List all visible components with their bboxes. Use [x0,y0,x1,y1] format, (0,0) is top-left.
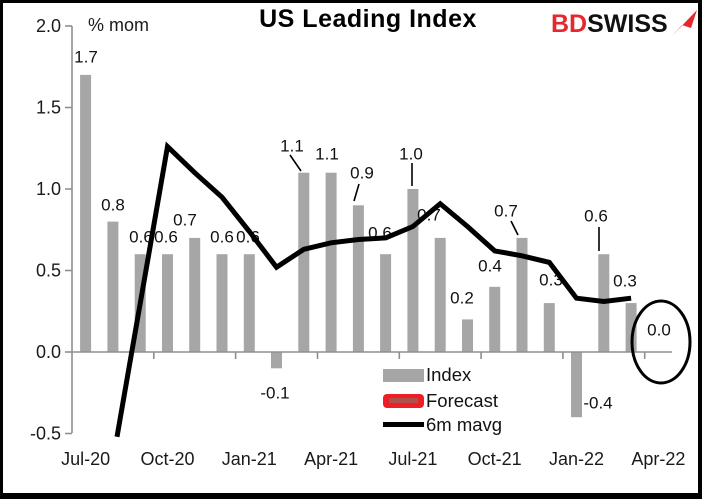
x-tick-label: Apr-21 [304,449,358,469]
swiss-flag-arrow-icon [671,9,697,36]
legend-label-index: Index [426,364,472,385]
index-bar [462,319,473,352]
index-bar [216,254,228,352]
value-label: 0.4 [478,257,502,276]
y-tick-label: 0.0 [36,342,61,362]
index-bar [325,172,337,352]
index-bar [189,237,201,352]
value-label: 0.6 [210,228,234,247]
index-bar [107,221,119,352]
value-label: 1.0 [399,145,423,164]
index-bar [352,205,364,352]
index-bar [434,237,446,352]
x-tick-label: Jul-20 [61,449,110,469]
value-label: 0.3 [613,272,637,291]
index-bar [243,254,255,352]
index-bar [298,172,310,352]
value-label: 0.9 [350,164,374,183]
value-label: 0.7 [173,211,197,230]
legend-label-mavg: 6m mavg [426,413,503,435]
index-bar [489,286,501,352]
label-leader-line [289,154,302,172]
forecast-bar-swatch [383,393,424,408]
index-bar [543,303,555,352]
value-label: 0.0 [647,321,671,340]
label-leader-line [510,220,519,236]
bdswiss-logo: BD SWISS [551,9,698,39]
index-bar [380,254,392,352]
y-tick-label: 2.0 [36,16,61,36]
y-tick-label: 1.5 [36,98,61,118]
y-tick-label: 0.5 [36,261,61,281]
index-bar [271,352,282,369]
x-tick-label: Jan-21 [222,449,277,469]
y-tick-label: 1.0 [36,179,61,199]
index-bar-swatch [383,368,424,382]
value-label: 0.6 [129,228,153,247]
legend-item-mavg: 6m mavg [383,413,502,436]
legend-item-index: Index [383,362,502,388]
y-tick-label: -0.5 [30,424,61,444]
value-label: -0.4 [583,394,612,413]
value-label: 1.7 [74,48,98,67]
value-label: 0.7 [494,202,518,221]
value-label: -0.1 [260,384,289,403]
x-tick-label: Oct-20 [140,449,194,469]
value-label: 0.6 [154,228,178,247]
value-label: 0.2 [450,289,474,308]
logo-text-swiss: SWISS [587,10,668,38]
label-leader-line [353,183,360,202]
value-label: 1.1 [280,137,304,156]
value-label: 0.8 [101,196,125,215]
value-label: 0.6 [584,207,608,226]
x-tick-label: Oct-21 [468,449,522,469]
index-bar [571,352,582,418]
forecast-circle-annotation [630,299,692,385]
legend: Index Forecast 6m mavg [383,362,502,436]
index-bar [162,254,173,352]
x-tick-label: Jul-21 [388,449,437,469]
index-bar [516,237,528,352]
x-tick-label: Apr-22 [631,449,685,469]
x-tick-label: Jan-22 [549,449,604,469]
index-bar [625,303,637,352]
legend-item-forecast: Forecast [383,388,502,413]
legend-label-forecast: Forecast [426,389,498,411]
mavg-line [114,141,632,438]
index-bar [80,74,92,353]
value-label: 1.1 [315,145,339,164]
index-bar [407,189,419,352]
chart-title: US Leading Index [259,5,477,33]
value-label: 0.6 [236,228,260,247]
mavg-line-swatch [383,422,424,427]
y-axis-unit-label: % mom [88,15,150,35]
logo-text-bd: BD [551,10,588,38]
